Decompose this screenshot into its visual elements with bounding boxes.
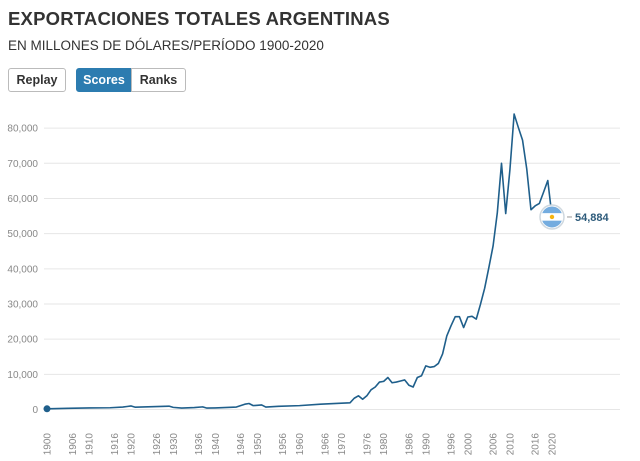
x-tick-label: 1996	[447, 433, 458, 456]
x-tick-label: 1926	[152, 433, 163, 456]
grid-lines	[44, 127, 620, 410]
x-tick-label: 1946	[236, 433, 247, 456]
end-value-label: 54,884	[575, 212, 610, 224]
y-tick-label: 50,000	[7, 229, 38, 240]
chart-subtitle: EN MILLONES DE DÓLARES/PERÍODO 1900-2020	[8, 38, 324, 53]
x-tick-label: 1960	[295, 433, 306, 456]
y-tick-label: 60,000	[7, 194, 38, 205]
x-tick-label: 1920	[127, 433, 138, 456]
scores-button[interactable]: Scores	[76, 68, 132, 92]
ranks-button[interactable]: Ranks	[131, 68, 186, 92]
x-tick-label: 1990	[421, 433, 432, 456]
x-tick-label: 1950	[253, 433, 264, 456]
replay-button[interactable]: Replay	[8, 68, 66, 92]
x-tick-label: 1956	[278, 433, 289, 456]
chart-title: EXPORTACIONES TOTALES ARGENTINAS	[8, 8, 390, 29]
series-line-argentina	[46, 113, 553, 410]
x-tick-label: 1936	[194, 433, 205, 456]
x-tick-label: 1970	[337, 433, 348, 456]
y-tick-label: 40,000	[7, 264, 38, 275]
y-tick-label: 0	[32, 405, 38, 416]
x-tick-label: 1916	[110, 433, 121, 456]
x-axis-ticks: 1900 1906 1910 1916 1920 1926 1930 1936 1940 1946…	[43, 433, 559, 456]
y-tick-label: 80,000	[7, 124, 38, 135]
y-tick-label: 70,000	[7, 159, 38, 170]
argentina-flag-icon	[541, 206, 563, 228]
x-tick-label: 2016	[531, 433, 542, 456]
x-tick-label: 1900	[43, 433, 54, 456]
x-tick-label: 2010	[505, 433, 516, 456]
y-tick-label: 20,000	[7, 335, 38, 346]
x-tick-label: 1966	[320, 433, 331, 456]
x-tick-label: 1906	[68, 433, 79, 456]
x-tick-label: 2020	[548, 433, 559, 456]
series-layer	[43, 113, 553, 413]
x-tick-label: 1986	[404, 433, 415, 456]
y-tick-label: 30,000	[7, 299, 38, 310]
x-tick-label: 1940	[211, 433, 222, 456]
x-tick-label: 1930	[169, 433, 180, 456]
y-tick-label: 10,000	[7, 370, 38, 381]
start-point	[43, 405, 51, 413]
x-tick-label: 2006	[489, 433, 500, 456]
x-tick-label: 1976	[362, 433, 373, 456]
end-marker: 54,884	[539, 204, 610, 230]
y-axis-ticks: 0 10,000 20,000 30,000 40,000 50,000 60,000 70,…	[7, 124, 38, 416]
x-tick-label: 1980	[379, 433, 390, 456]
x-tick-label: 1910	[85, 433, 96, 456]
x-tick-label: 2000	[463, 433, 474, 456]
